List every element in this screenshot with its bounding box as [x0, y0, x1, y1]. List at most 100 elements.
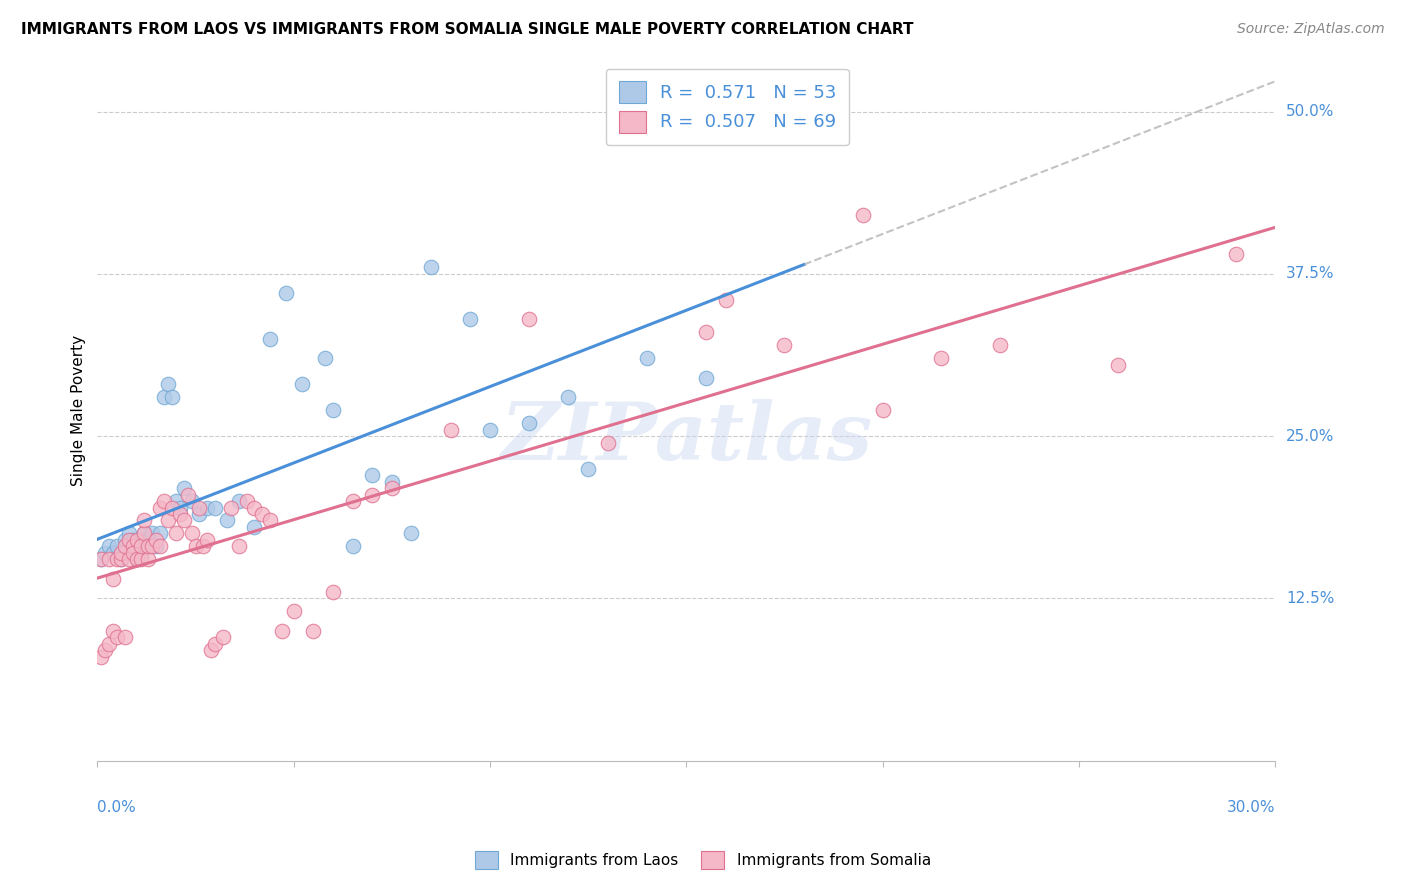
Text: 12.5%: 12.5%	[1286, 591, 1334, 606]
Point	[228, 494, 250, 508]
Point	[381, 481, 404, 495]
Point	[714, 293, 737, 307]
Point	[101, 624, 124, 638]
Point	[98, 540, 121, 554]
Point	[118, 533, 141, 547]
Point	[420, 260, 443, 275]
Point	[204, 500, 226, 515]
Point	[125, 552, 148, 566]
Point	[180, 494, 202, 508]
Point	[101, 546, 124, 560]
Point	[215, 514, 238, 528]
Point	[188, 500, 211, 515]
Point	[180, 526, 202, 541]
Legend: Immigrants from Laos, Immigrants from Somalia: Immigrants from Laos, Immigrants from So…	[470, 845, 936, 875]
Point	[101, 572, 124, 586]
Point	[342, 540, 364, 554]
Point	[302, 624, 325, 638]
Point	[105, 540, 128, 554]
Point	[129, 552, 152, 566]
Point	[157, 514, 180, 528]
Point	[184, 540, 207, 554]
Point	[153, 390, 176, 404]
Point	[138, 540, 160, 554]
Point	[173, 481, 195, 495]
Point	[153, 494, 176, 508]
Point	[283, 604, 305, 618]
Point	[165, 494, 187, 508]
Point	[773, 338, 796, 352]
Point	[125, 540, 148, 554]
Point	[149, 526, 172, 541]
Point	[381, 475, 404, 489]
Point	[90, 552, 112, 566]
Point	[121, 533, 143, 547]
Point	[401, 526, 423, 541]
Point	[110, 546, 132, 560]
Legend: R =  0.571   N = 53, R =  0.507   N = 69: R = 0.571 N = 53, R = 0.507 N = 69	[606, 69, 849, 145]
Point	[259, 332, 281, 346]
Text: ZIPatlas: ZIPatlas	[501, 400, 872, 477]
Point	[195, 500, 218, 515]
Point	[852, 208, 875, 222]
Point	[235, 494, 257, 508]
Point	[160, 390, 183, 404]
Y-axis label: Single Male Poverty: Single Male Poverty	[72, 334, 86, 486]
Text: 50.0%: 50.0%	[1286, 104, 1334, 119]
Text: 0.0%: 0.0%	[97, 799, 136, 814]
Point	[557, 390, 579, 404]
Point	[134, 514, 156, 528]
Point	[931, 351, 953, 366]
Point	[121, 546, 143, 560]
Point	[149, 540, 172, 554]
Point	[695, 325, 717, 339]
Point	[872, 403, 894, 417]
Point	[173, 514, 195, 528]
Point	[596, 435, 619, 450]
Point	[98, 637, 121, 651]
Point	[517, 312, 540, 326]
Point	[90, 552, 112, 566]
Point	[195, 533, 218, 547]
Point	[314, 351, 336, 366]
Point	[138, 533, 160, 547]
Point	[114, 631, 136, 645]
Point	[121, 546, 143, 560]
Text: IMMIGRANTS FROM LAOS VS IMMIGRANTS FROM SOMALIA SINGLE MALE POVERTY CORRELATION : IMMIGRANTS FROM LAOS VS IMMIGRANTS FROM …	[21, 22, 914, 37]
Point	[460, 312, 482, 326]
Point	[94, 546, 117, 560]
Point	[138, 552, 160, 566]
Point	[219, 500, 242, 515]
Point	[517, 416, 540, 430]
Point	[322, 403, 344, 417]
Point	[125, 552, 148, 566]
Point	[118, 540, 141, 554]
Point	[141, 540, 163, 554]
Point	[169, 507, 191, 521]
Point	[160, 500, 183, 515]
Point	[228, 540, 250, 554]
Point	[270, 624, 292, 638]
Point	[165, 526, 187, 541]
Point	[110, 552, 132, 566]
Point	[114, 533, 136, 547]
Point	[134, 526, 156, 541]
Point	[988, 338, 1011, 352]
Point	[361, 487, 384, 501]
Point	[188, 507, 211, 521]
Text: 37.5%: 37.5%	[1286, 267, 1334, 281]
Point	[114, 540, 136, 554]
Point	[114, 546, 136, 560]
Point	[204, 637, 226, 651]
Point	[695, 370, 717, 384]
Point	[243, 520, 266, 534]
Point	[125, 533, 148, 547]
Point	[440, 423, 463, 437]
Point	[134, 540, 156, 554]
Point	[134, 526, 156, 541]
Point	[169, 500, 191, 515]
Text: Source: ZipAtlas.com: Source: ZipAtlas.com	[1237, 22, 1385, 37]
Point	[157, 377, 180, 392]
Point	[118, 552, 141, 566]
Point	[129, 533, 152, 547]
